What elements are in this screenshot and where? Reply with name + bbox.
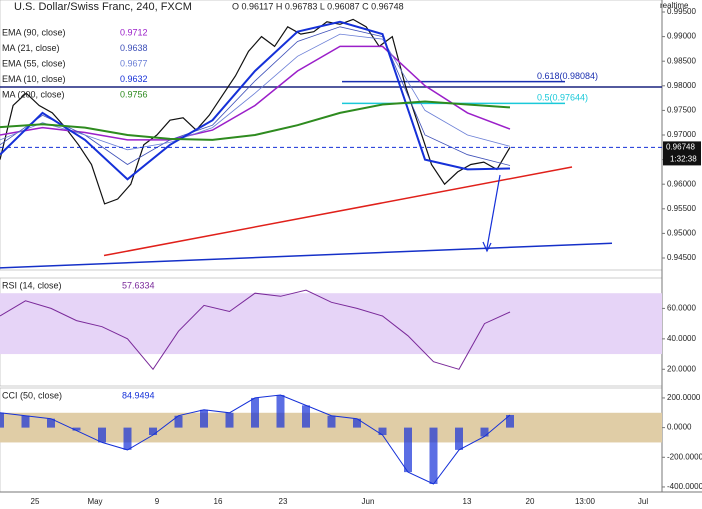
band [0, 293, 662, 355]
x-tick-label: 13:00 [575, 497, 596, 506]
y-tick-label: 200.0000 [667, 393, 701, 402]
trendline [103, 166, 573, 257]
y-tick-label: 0.99500 [667, 7, 696, 16]
y-tick-label: 60.0000 [667, 304, 696, 313]
legend-value: 0.9632 [120, 74, 148, 84]
cci-bar [149, 427, 157, 436]
x-tick-label: 13 [463, 497, 472, 506]
cci-bar [302, 405, 310, 428]
cci-bar [21, 415, 30, 428]
cci-bar [47, 418, 55, 428]
y-tick-label: 0.98500 [667, 56, 696, 65]
y-tick-label: 20.0000 [667, 364, 696, 373]
countdown: 1:32:38 [670, 155, 697, 164]
last-price-label: 0.96748 [666, 143, 695, 152]
x-tick-label: 20 [526, 497, 535, 506]
cci-bar [378, 427, 387, 436]
cci-bar [0, 412, 4, 428]
y-tick-label: -400.0000 [667, 482, 702, 491]
cci-bar [225, 412, 234, 428]
x-tick-label: 16 [214, 497, 223, 506]
price-line [0, 100, 511, 141]
legend-name: EMA (90, close) [2, 27, 66, 37]
legend-name: EMA (55, close) [2, 58, 66, 68]
price-line [0, 18, 511, 205]
status: realtime [660, 1, 689, 10]
price-line [0, 20, 511, 181]
x-tick-label: Jul [638, 497, 648, 506]
arrow [486, 174, 501, 249]
arrow-head [482, 241, 492, 253]
legend-name: MA (21, close) [2, 43, 60, 53]
cci-bar [276, 394, 285, 428]
y-tick-label: 0.97000 [667, 130, 696, 139]
cci-line [0, 394, 511, 485]
legend-name: MA (200, close) [2, 89, 65, 99]
legend-value: 0.9712 [120, 27, 148, 37]
panel-value: 84.9494 [122, 390, 155, 400]
fib-label: 0.618(0.98084) [537, 71, 598, 81]
cci-bar [429, 427, 438, 484]
y-tick-label: -200.0000 [667, 452, 702, 461]
cci-bar [353, 418, 361, 428]
y-tick-label: 40.0000 [667, 334, 696, 343]
rsi-line [0, 289, 511, 371]
last-price-box [663, 141, 701, 166]
cci-bar [72, 427, 81, 431]
fib-label: 0.5(0.97644) [537, 93, 588, 103]
x-tick-label: 25 [31, 497, 40, 506]
panel-title: RSI (14, close) [2, 280, 62, 290]
cci-bar [404, 427, 412, 473]
legend-value: 0.9677 [120, 58, 148, 68]
cci-bar [455, 427, 463, 450]
cci-bar [327, 415, 336, 428]
cci-bar [200, 409, 208, 428]
panel-title: CCI (50, close) [2, 390, 62, 400]
y-tick-label: 0.96000 [667, 179, 696, 188]
cci-bar [251, 397, 259, 428]
x-tick-label: 9 [155, 497, 160, 506]
price-line [0, 45, 511, 141]
cci-bar [98, 427, 106, 443]
legend-name: EMA (10, close) [2, 74, 66, 84]
chart-title: U.S. Dollar/Swiss Franc, 240, FXCM [14, 1, 192, 13]
legend-value: 0.9638 [120, 43, 148, 53]
price-line [0, 33, 511, 151]
cci-bar [506, 415, 514, 428]
y-tick-label: 0.98000 [667, 81, 696, 90]
y-tick-label: 0.97500 [667, 106, 696, 115]
y-tick-label: 0.95000 [667, 229, 696, 238]
y-tick-label: 0.0000 [667, 423, 692, 432]
y-tick-label: 0.99000 [667, 32, 696, 41]
x-tick-label: Jun [362, 497, 375, 506]
y-tick-label: 0.95500 [667, 204, 696, 213]
cci-bar [480, 427, 489, 437]
x-tick-label: May [87, 497, 102, 506]
cci-bar [174, 415, 183, 428]
y-tick-label: 0.94500 [667, 253, 696, 262]
trendline [0, 242, 613, 269]
legend-value: 0.9756 [120, 89, 148, 99]
panel-value: 57.6334 [122, 280, 155, 290]
x-tick-label: 23 [279, 497, 288, 506]
cci-bar [123, 427, 132, 450]
ohlc: O 0.96117 H 0.96783 L 0.96087 C 0.96748 [232, 1, 404, 11]
